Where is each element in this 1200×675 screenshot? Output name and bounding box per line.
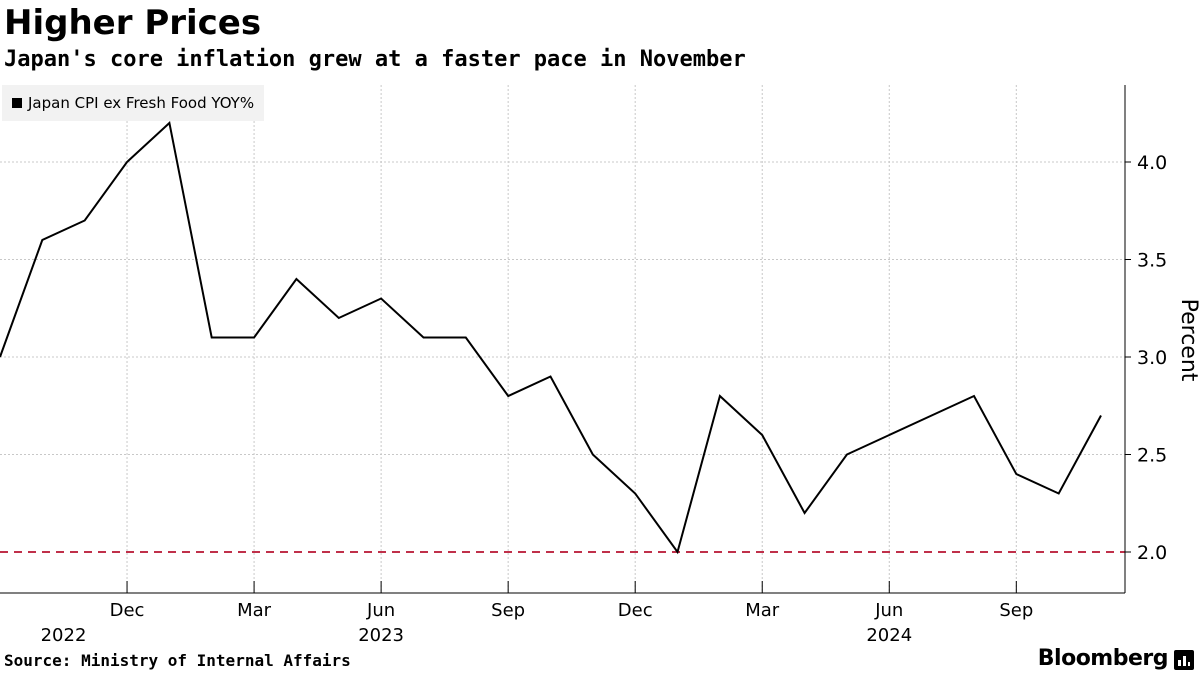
x-year-label: 2023: [358, 625, 404, 646]
y-tick-label: 2.5: [1137, 445, 1167, 467]
x-tick-label: Sep: [999, 600, 1033, 621]
x-tick-label: Jun: [874, 600, 903, 621]
y-axis-title: Percent: [1176, 299, 1200, 382]
x-year-label: 2022: [41, 625, 87, 646]
chart-title: Higher Prices: [4, 3, 262, 43]
y-tick-label: 3.0: [1137, 347, 1167, 369]
x-tick-label: Sep: [491, 600, 525, 621]
series-group: [0, 121, 1102, 555]
gridlines: [0, 85, 1125, 593]
axis-labels: 2.0 2.5 3.0 3.5 4.0 Dec Mar Jun Sep Dec Mar Jun Sep 2…: [41, 152, 1200, 646]
x-tick-label: Mar: [745, 600, 780, 621]
legend-swatch: [12, 98, 22, 108]
axes: [0, 85, 1131, 594]
x-tick-label: Dec: [618, 600, 653, 621]
source-note: Source: Ministry of Internal Affairs: [4, 651, 351, 670]
y-tick-label: 4.0: [1137, 152, 1167, 174]
x-year-label: 2024: [866, 625, 912, 646]
brand-logo: Bloomberg: [1037, 646, 1169, 671]
chart-subtitle: Japan's core inflation grew at a faster …: [4, 47, 746, 72]
bloomberg-terminal-icon: [1174, 650, 1194, 670]
legend: Japan CPI ex Fresh Food YOY%: [2, 85, 265, 121]
legend-label: Japan CPI ex Fresh Food YOY%: [28, 94, 255, 112]
x-tick-label: Jun: [366, 600, 395, 621]
x-tick-label: Mar: [237, 600, 272, 621]
series-line: [0, 121, 1102, 555]
x-tick-label: Dec: [110, 600, 145, 621]
y-tick-label: 3.5: [1137, 250, 1167, 272]
y-tick-label: 2.0: [1137, 542, 1167, 564]
